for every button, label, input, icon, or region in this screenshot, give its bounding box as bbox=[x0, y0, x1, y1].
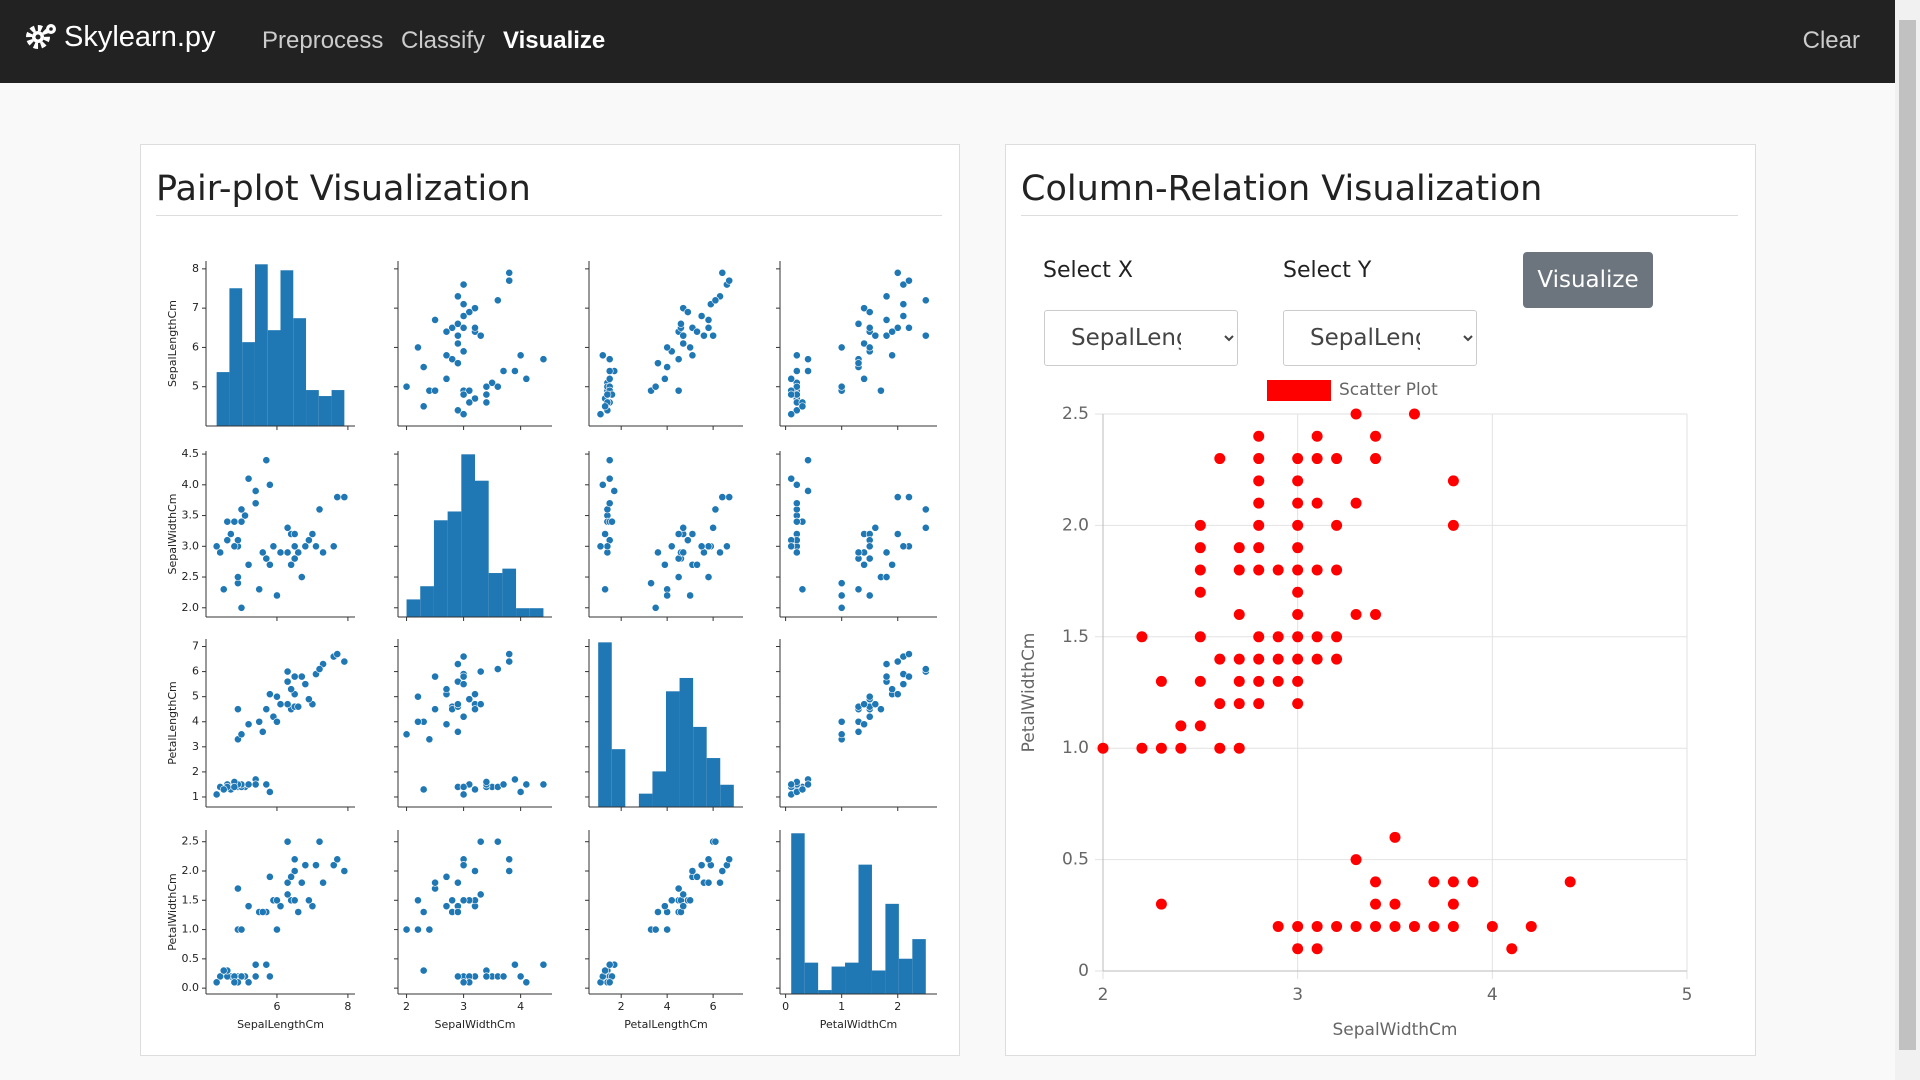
navbar: Skylearn.py Preprocess Classify Visualiz… bbox=[0, 0, 1895, 83]
pair-panel: Pair-plot Visualization bbox=[140, 144, 960, 1056]
gear-icon bbox=[26, 24, 56, 49]
select-x-label: Select X bbox=[1043, 258, 1133, 283]
select-y[interactable]: SepalLengthCm bbox=[1283, 310, 1477, 366]
brand[interactable]: Skylearn.py bbox=[24, 20, 216, 54]
select-x[interactable]: SepalLengthCm bbox=[1044, 310, 1238, 366]
scrollbar[interactable] bbox=[1895, 0, 1920, 1080]
nav-link[interactable]: Preprocess bbox=[262, 27, 384, 54]
select-y-label: Select Y bbox=[1283, 258, 1372, 283]
panel-title: Pair-plot Visualization bbox=[156, 169, 942, 216]
visualize-button[interactable]: Visualize bbox=[1523, 252, 1653, 308]
clear-link[interactable]: Clear bbox=[1802, 27, 1860, 54]
nav-link[interactable]: Classify bbox=[401, 27, 486, 54]
scroll-thumb[interactable] bbox=[1899, 20, 1916, 1050]
nav-link[interactable]: Visualize bbox=[503, 27, 606, 54]
panel-title: Column-Relation Visualization bbox=[1021, 169, 1738, 216]
brand-text: Skylearn.py bbox=[64, 20, 216, 53]
